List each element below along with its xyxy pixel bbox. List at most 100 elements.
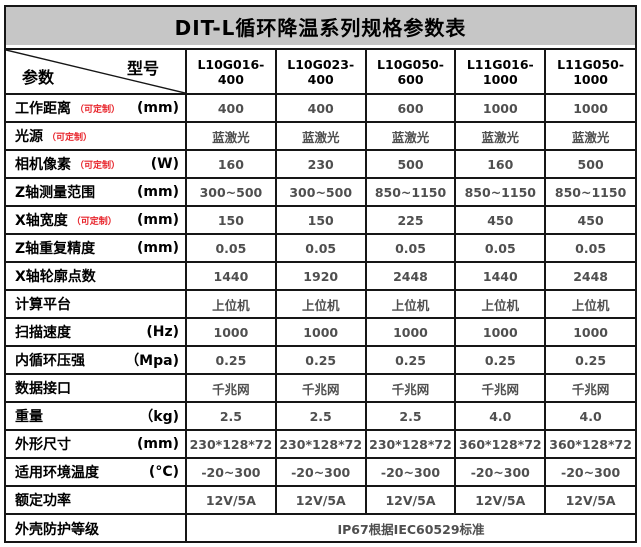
value-cell: 360*128*72 [544,429,635,459]
value-cell: 1000 [364,317,457,347]
value-cell: 1000 [544,317,635,347]
row-label-cell: 额定功率 [6,485,187,515]
row-label-cell: Z轴测量范围 (mm) [6,177,187,207]
value-cell: 1000 [544,93,635,123]
value-cell: 300~500 [185,177,277,207]
value-cell: 500 [544,149,635,179]
value-cell: 0.05 [364,233,457,263]
value-cell: 2.5 [364,401,457,431]
row-label-cell: 内循环压强 （Mpa) [6,345,187,375]
column-header-model: L10G016-400 [185,48,277,95]
value-cell: 1000 [185,317,277,347]
table-row: Z轴测量范围 (mm) 300~500 300~500 850~1150 850~1150… [6,177,635,207]
value-cell: 上位机 [185,289,277,319]
value-cell: 1000 [274,317,367,347]
value-cell: 12V/5A [274,485,367,515]
row-unit: (W) [150,156,179,172]
value-cell: 230*128*72 [185,429,277,459]
row-label: 额定功率 [15,493,71,509]
row-label: Z轴测量范围 [15,185,96,201]
value-cell: -20~300 [185,457,277,487]
value-cell: -20~300 [364,457,457,487]
table-row: 扫描速度 (Hz) 1000 1000 1000 1000 1000 [6,317,635,347]
value-cell: 0.25 [454,345,547,375]
row-label: 内循环压强 [15,353,85,369]
row-label-cell: 光源 （可定制） [6,121,187,151]
row-label-cell: 计算平台 [6,289,187,319]
value-cell: 150 [274,205,367,235]
row-label-cell: 工作距离 （可定制） (mm) [6,93,187,123]
row-label: X轴宽度 [15,213,68,229]
value-cell: 400 [274,93,367,123]
value-cell: 230*128*72 [274,429,367,459]
row-unit: （Mpa) [125,353,179,369]
table-row: 数据接口 千兆网 千兆网 千兆网 千兆网 千兆网 [6,373,635,403]
value-cell: 0.05 [185,233,277,263]
row-label: 扫描速度 [15,325,71,341]
value-cell: 0.25 [544,345,635,375]
diagonal-line [6,50,185,93]
row-label: 数据接口 [15,381,71,397]
column-header-model: L11G016-1000 [454,48,547,95]
value-cell: 蓝激光 [364,121,457,151]
row-unit: (°C) [148,464,179,480]
value-cell: 0.25 [274,345,367,375]
table-row: 额定功率 12V/5A 12V/5A 12V/5A 12V/5A 12V/5A [6,485,635,515]
title-divider [6,45,635,48]
row-unit: (mm) [137,184,179,200]
value-cell: 225 [364,205,457,235]
table-row: 外形尺寸 (mm) 230*128*72 230*128*72 230*128*72 36… [6,429,635,459]
value-cell: 蓝激光 [454,121,547,151]
value-cell: 2.5 [274,401,367,431]
value-cell: 850~1150 [364,177,457,207]
column-header-model: L10G050-600 [364,48,457,95]
row-label-cell: 外形尺寸 (mm) [6,429,187,459]
header-row: 型号 参数 L10G016-400 L10G023-400 L10G050-600 L… [6,48,635,95]
value-cell: 千兆网 [364,373,457,403]
row-label-cell: 扫描速度 (Hz) [6,317,187,347]
table-row: Z轴重复精度 (mm) 0.05 0.05 0.05 0.05 0.05 [6,233,635,263]
row-unit: (mm) [137,436,179,452]
value-cell: 1920 [274,261,367,291]
value-cell: 12V/5A [364,485,457,515]
value-cell: 0.05 [544,233,635,263]
value-cell: 450 [454,205,547,235]
row-unit: (mm) [137,240,179,256]
table-row: 重量 （kg) 2.5 2.5 2.5 4.0 4.0 [6,401,635,431]
value-cell: 0.05 [274,233,367,263]
customizable-note: （可定制） [47,132,93,143]
value-cell: 500 [364,149,457,179]
row-label: Z轴重复精度 [15,241,96,257]
value-cell: 4.0 [544,401,635,431]
table-row: 内循环压强 （Mpa) 0.25 0.25 0.25 0.25 0.25 [6,345,635,375]
value-cell: 300~500 [274,177,367,207]
value-cell: 160 [454,149,547,179]
row-label-cell: 重量 （kg) [6,401,187,431]
table-row: 相机像素 （可定制） (W) 160 230 500 160 500 [6,149,635,179]
value-cell: 160 [185,149,277,179]
value-cell: 千兆网 [274,373,367,403]
value-cell: 4.0 [454,401,547,431]
value-cell: 1000 [454,93,547,123]
merged-value-cell: IP67根据IEC60529标准 [185,513,635,542]
value-cell: 12V/5A [185,485,277,515]
value-cell: 千兆网 [454,373,547,403]
value-cell: 230*128*72 [364,429,457,459]
value-cell: 230 [274,149,367,179]
row-label-cell: 外壳防护等级 [6,513,187,542]
customizable-note: （可定制） [75,160,121,171]
corner-label-model: 型号 [126,59,159,78]
row-label-cell: Z轴重复精度 (mm) [6,233,187,263]
page-title: DIT-L循环降温系列规格参数表 [6,7,635,45]
value-cell: 上位机 [544,289,635,319]
row-unit: (mm) [137,100,179,116]
value-cell: 上位机 [274,289,367,319]
row-unit: (Hz) [146,324,179,340]
value-cell: 850~1150 [454,177,547,207]
row-label: 工作距离 [15,101,71,117]
value-cell: 千兆网 [185,373,277,403]
column-header-model: L10G023-400 [274,48,367,95]
row-unit: （kg) [139,409,179,425]
row-label: 相机像素 [15,157,71,173]
value-cell: 0.05 [454,233,547,263]
